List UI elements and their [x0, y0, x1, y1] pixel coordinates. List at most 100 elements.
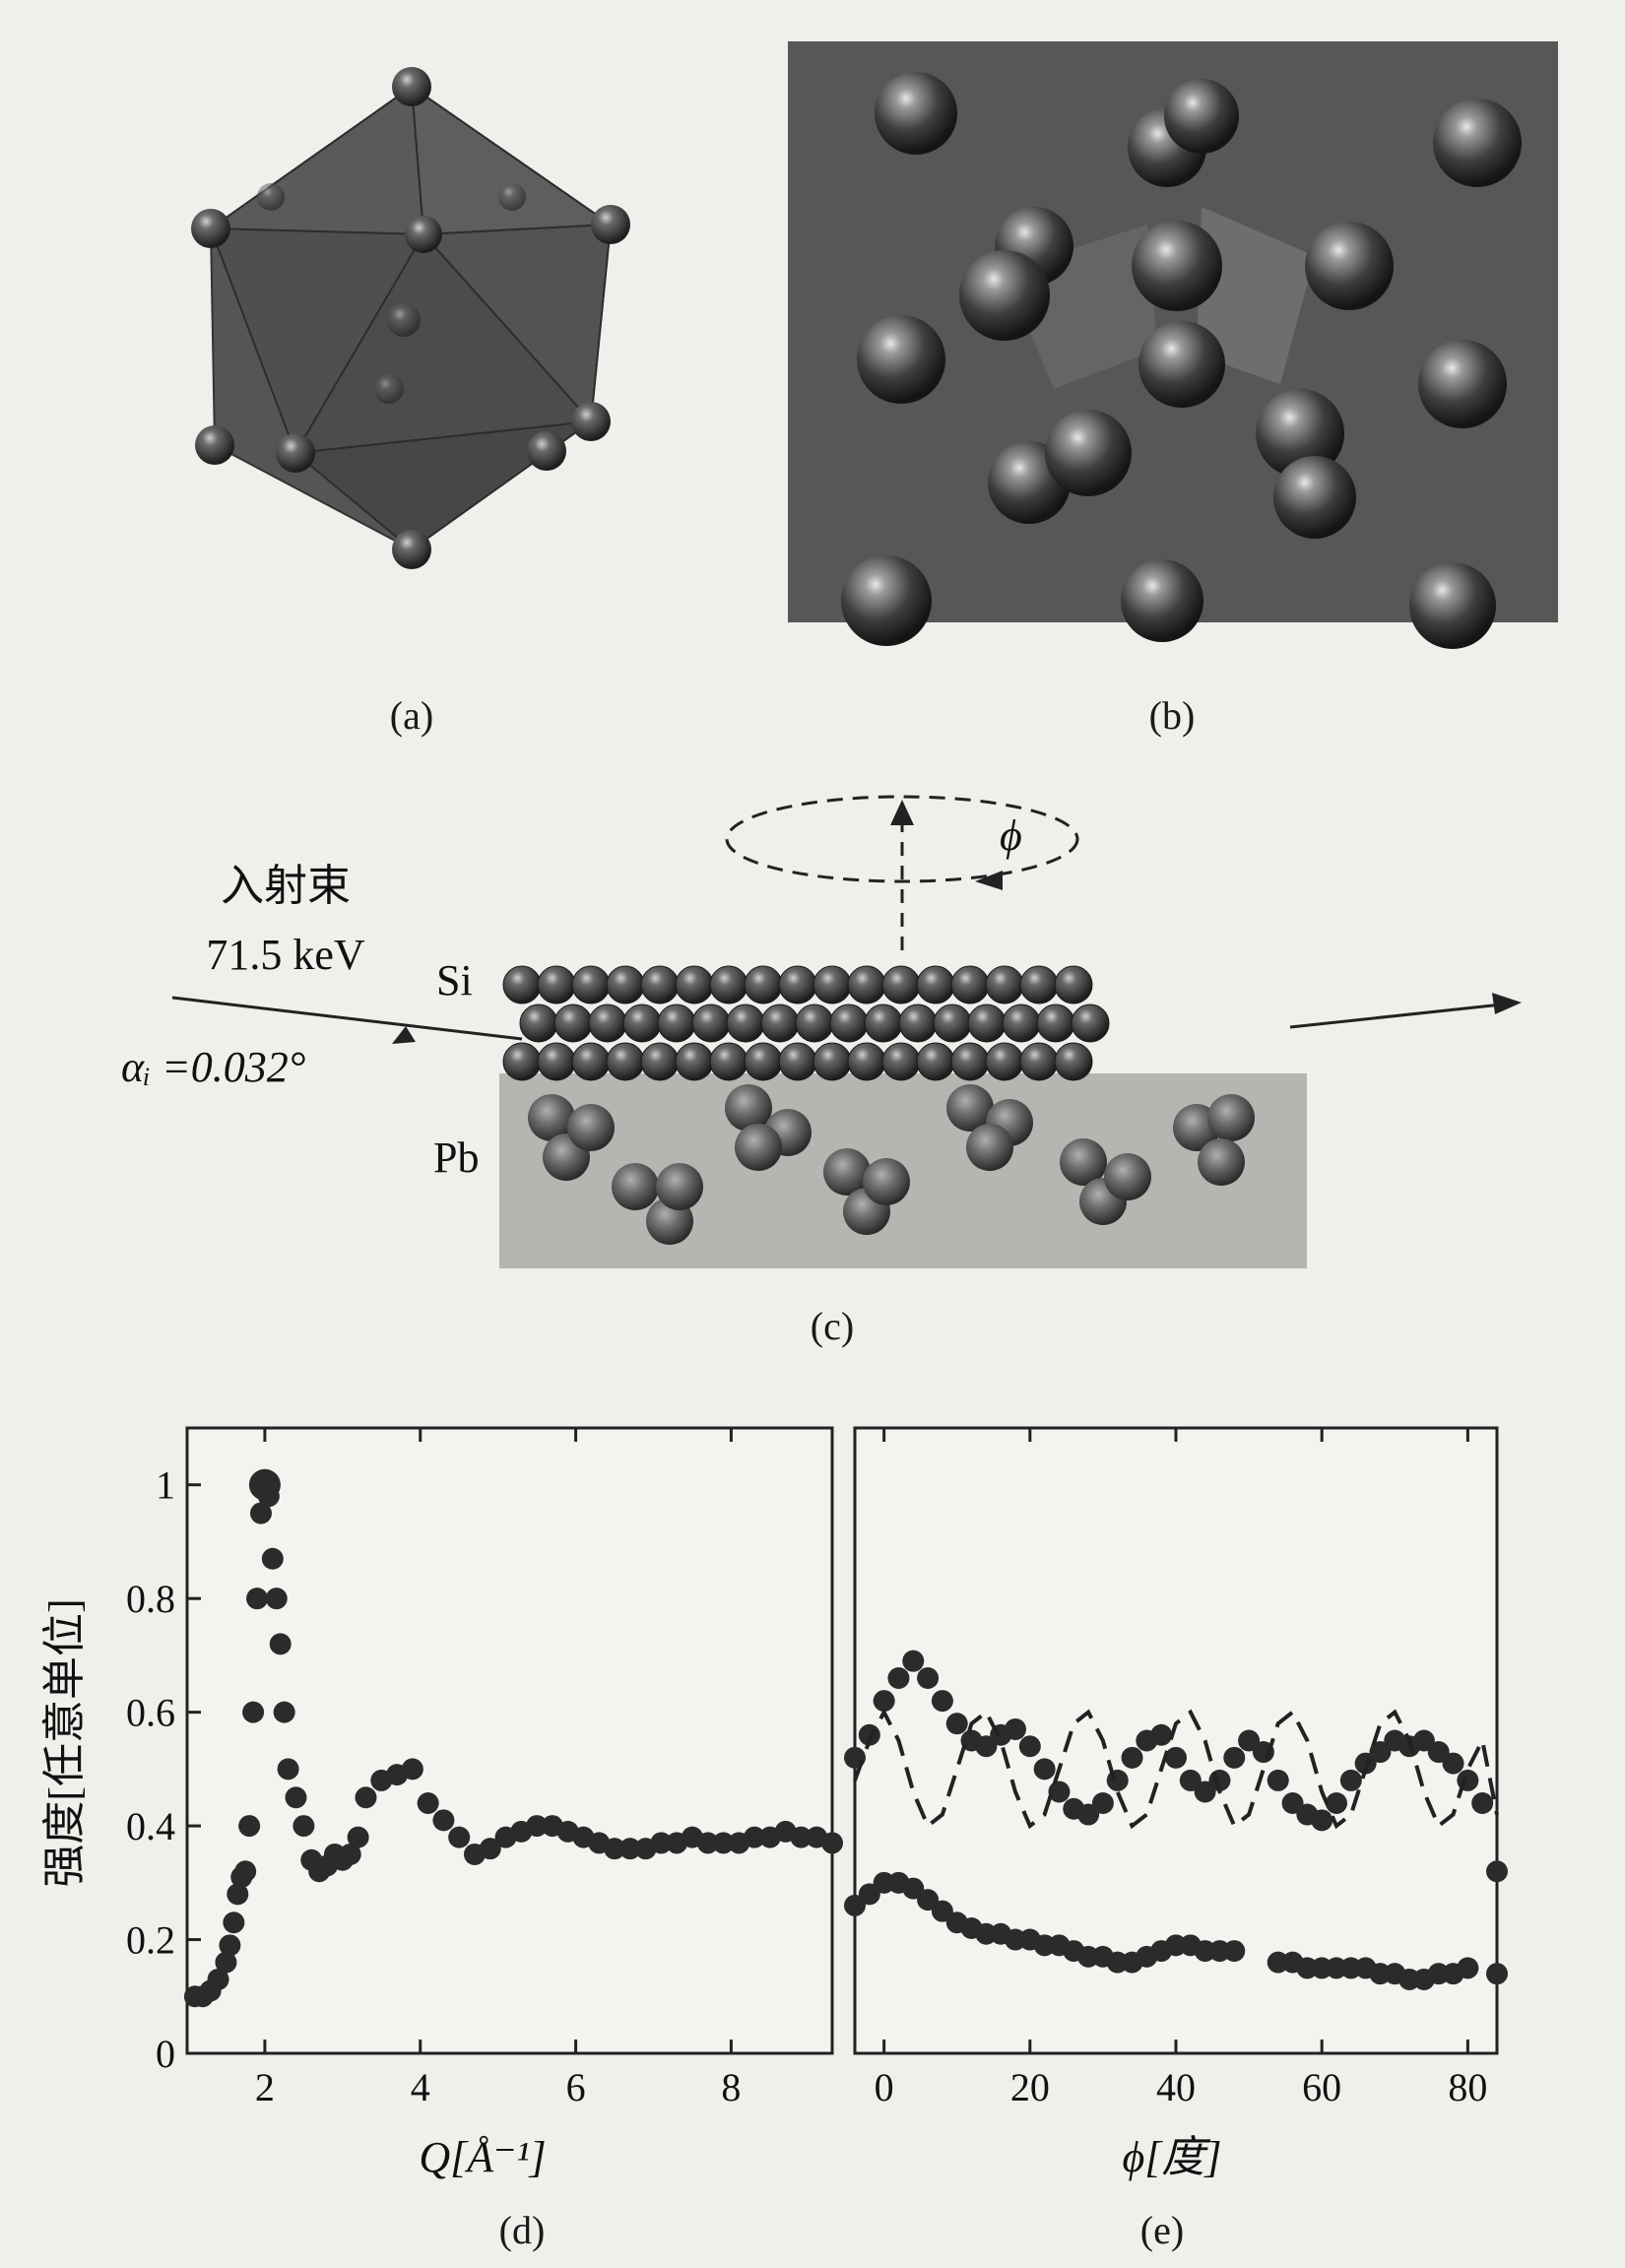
axis-arrowhead-icon	[890, 800, 914, 825]
data-point	[931, 1690, 953, 1713]
x-tick-label: 60	[1302, 2065, 1341, 2109]
data-point	[1281, 1792, 1304, 1814]
si-atom	[916, 1042, 955, 1081]
si-atom	[502, 1042, 542, 1081]
si-atom	[675, 965, 714, 1004]
pb-atom	[863, 1158, 910, 1205]
data-point	[1223, 1940, 1246, 1963]
x-tick-label: 2	[255, 2065, 275, 2109]
pb-atom	[1104, 1153, 1151, 1200]
si-atom	[606, 965, 645, 1004]
si-crystal-layers	[502, 965, 1110, 1081]
data-point	[696, 1832, 719, 1854]
x-tick-label: 8	[721, 2065, 741, 2109]
si-atom	[744, 1042, 783, 1081]
pb-atom	[735, 1124, 782, 1171]
si-atom	[571, 965, 611, 1004]
data-point	[1077, 1803, 1100, 1826]
si-atom	[640, 1042, 680, 1081]
si-atom	[760, 1004, 800, 1043]
si-atom	[950, 965, 990, 1004]
si-atom	[502, 965, 542, 1004]
angle-arrow-icon	[392, 1026, 416, 1044]
si-atom	[881, 1042, 921, 1081]
si-atom	[881, 965, 921, 1004]
pb-atom	[823, 1148, 871, 1196]
pb-atom	[1060, 1138, 1107, 1186]
data-point	[821, 1832, 843, 1854]
si-atom	[675, 1042, 714, 1081]
si-atom	[519, 1004, 558, 1043]
data-point	[887, 1667, 910, 1689]
data-point	[257, 1485, 280, 1508]
data-point	[339, 1843, 361, 1865]
data-point	[269, 1633, 292, 1655]
rotation-label: ϕ	[1000, 811, 1022, 860]
data-point	[1091, 1792, 1114, 1814]
y-tick-label: 0.6	[126, 1691, 175, 1735]
si-atom	[847, 1042, 886, 1081]
data-point	[347, 1826, 369, 1848]
pb-atom	[1207, 1094, 1255, 1141]
si-atom	[778, 965, 817, 1004]
data-point	[448, 1826, 471, 1848]
si-atom	[898, 1004, 938, 1043]
si-atom	[606, 1042, 645, 1081]
data-point	[1106, 1769, 1129, 1791]
si-atom	[967, 1004, 1007, 1043]
panel-b-surface	[788, 41, 1558, 649]
layer-label-si: Si	[436, 956, 473, 1004]
data-point	[1457, 1957, 1479, 1979]
data-point	[432, 1809, 455, 1832]
data-point	[401, 1758, 423, 1781]
data-point	[1326, 1792, 1347, 1814]
rotation-arrow-icon	[975, 871, 1003, 890]
si-atom	[588, 1004, 627, 1043]
data-point	[1442, 1752, 1464, 1775]
si-atom	[553, 1004, 593, 1043]
data-point	[650, 1832, 673, 1854]
panel-b-caption: (b)	[1149, 693, 1196, 738]
data-point	[223, 1912, 245, 1934]
data-point	[242, 1701, 265, 1723]
outgoing-beam	[1289, 1003, 1503, 1029]
si-atom	[812, 1042, 852, 1081]
data-point	[902, 1650, 925, 1672]
chart-e-series	[844, 1650, 1508, 1990]
data-point	[945, 1713, 968, 1735]
layer-label-pb: Pb	[433, 1134, 479, 1182]
pb-clusters	[528, 1084, 1255, 1245]
pb-atom	[725, 1084, 772, 1132]
model-dashed-line	[853, 1708, 1499, 1830]
beam-arrowhead-icon	[1492, 993, 1522, 1014]
beam-label: 入射束	[221, 862, 351, 910]
si-atom	[537, 965, 576, 1004]
data-point	[917, 1889, 940, 1912]
chart-d-frame	[185, 1426, 834, 2055]
x-tick-label: 6	[566, 2065, 586, 2109]
si-atom	[985, 965, 1024, 1004]
data-point	[238, 1815, 261, 1838]
si-atom	[1054, 1042, 1093, 1081]
panel-a-caption: (a)	[390, 693, 433, 738]
data-point	[355, 1786, 377, 1809]
data-point	[265, 1588, 288, 1610]
data-point	[1121, 1746, 1143, 1769]
si-atom	[709, 1042, 748, 1081]
pb-atom	[1198, 1138, 1245, 1186]
data-point	[1150, 1723, 1173, 1746]
data-point	[1018, 1735, 1041, 1758]
si-atom	[709, 965, 748, 1004]
si-atom	[812, 965, 852, 1004]
data-point	[1194, 1781, 1216, 1803]
energy-label: 71.5 keV	[206, 931, 365, 979]
data-point	[246, 1588, 269, 1610]
x-tick-label: 4	[411, 2065, 430, 2109]
data-point	[292, 1815, 315, 1838]
y-tick-label: 1	[156, 1463, 175, 1508]
data-point	[1238, 1729, 1261, 1752]
panel-c-caption: (c)	[811, 1304, 854, 1348]
data-point	[215, 1951, 237, 1974]
si-atom	[778, 1042, 817, 1081]
